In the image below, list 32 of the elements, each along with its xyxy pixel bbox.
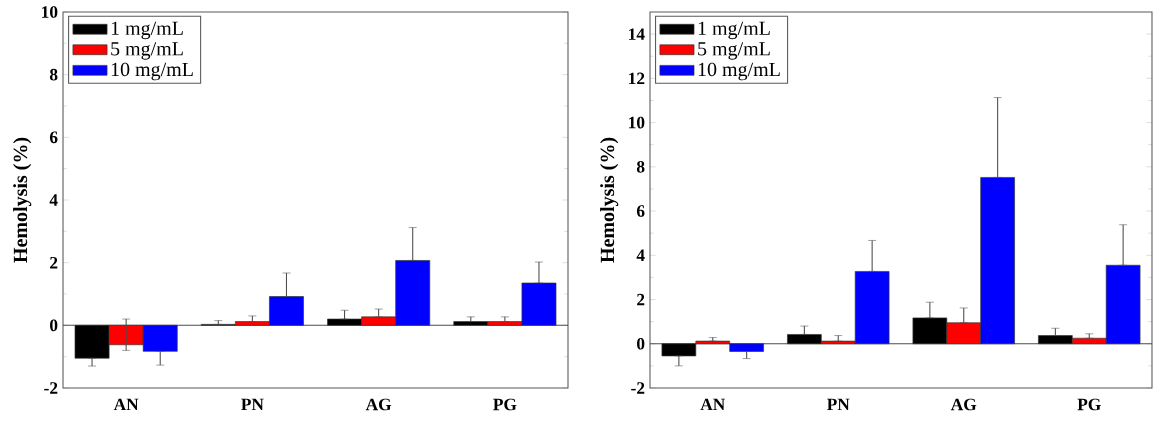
y-axis-title: Hemolysis (%) bbox=[600, 137, 619, 263]
x-tick-label: AG bbox=[365, 398, 392, 411]
x-tick-label: PN bbox=[826, 398, 850, 410]
x-tick-label: AG bbox=[950, 398, 977, 411]
y-tick-label: 6 bbox=[636, 205, 645, 217]
y-tick-label: 10 bbox=[42, 6, 58, 18]
y-tick-label: 2 bbox=[637, 293, 645, 306]
y-tick-label: 0 bbox=[637, 337, 645, 350]
legend-label: 10 mg/mL bbox=[111, 62, 193, 81]
x-tick-label: PG bbox=[1077, 398, 1101, 411]
legend-label: 1 mg/mL bbox=[111, 21, 183, 40]
y-tick-label: 4 bbox=[49, 194, 58, 206]
y-tick-label: 8 bbox=[636, 160, 645, 173]
legend-label: 1 mg/mL bbox=[698, 21, 770, 40]
y-tick-label: -2 bbox=[631, 382, 645, 394]
x-tick-label: AN bbox=[700, 398, 726, 411]
y-tick-label: 0 bbox=[50, 319, 58, 332]
y-tick-label: -2 bbox=[44, 382, 58, 394]
y-tick-label: 4 bbox=[636, 249, 645, 261]
legend-label: 5 mg/mL bbox=[111, 42, 183, 60]
x-tick-label: PG bbox=[493, 398, 517, 411]
y-tick-label: 2 bbox=[50, 256, 58, 269]
y-tick-label: 12 bbox=[629, 72, 645, 85]
y-tick-label: 6 bbox=[49, 131, 58, 144]
y-tick-label: 14 bbox=[629, 28, 645, 40]
legend-label: 10 mg/mL bbox=[698, 62, 780, 81]
legend-label: 5 mg/mL bbox=[698, 42, 770, 60]
y-tick-label: 8 bbox=[49, 68, 58, 81]
x-tick-label: AN bbox=[113, 398, 139, 411]
x-tick-label: PN bbox=[241, 398, 264, 410]
y-axis-title: Hemolysis (%) bbox=[13, 137, 32, 263]
y-tick-label: 10 bbox=[629, 116, 645, 129]
